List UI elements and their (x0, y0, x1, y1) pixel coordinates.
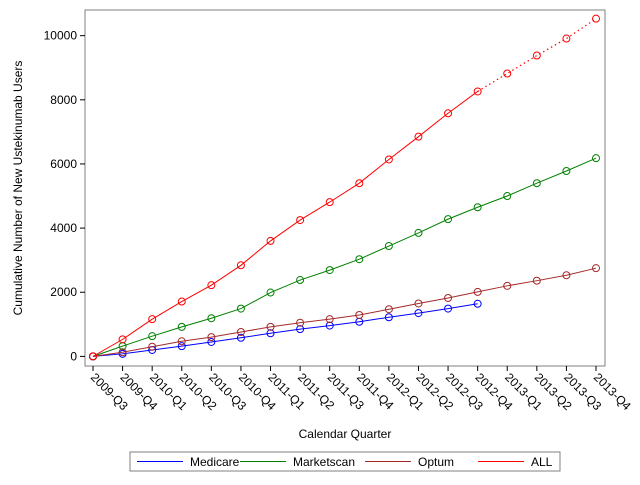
data-point (148, 332, 157, 341)
data-point (325, 198, 334, 207)
data-point (532, 276, 541, 285)
legend-box (129, 451, 561, 472)
y-tick-label: 0 (70, 349, 77, 363)
y-axis: 0 2000 4000 6000 8000 10000 (44, 29, 85, 363)
legend: Medicare Marketscan Optum ALL (129, 451, 561, 472)
data-point (207, 333, 216, 342)
data-point (355, 311, 364, 320)
data-point (118, 335, 127, 344)
data-point (177, 337, 186, 346)
data-point (473, 87, 482, 96)
data-point (503, 69, 512, 78)
data-point (592, 154, 600, 163)
series-medicare (89, 299, 482, 361)
data-point (296, 318, 305, 327)
y-tick-label: 6000 (50, 157, 77, 171)
data-point (148, 342, 157, 351)
legend-item-medicare: Medicare (137, 455, 240, 469)
series-all (89, 14, 600, 361)
data-point (207, 337, 216, 346)
data-point (444, 294, 453, 303)
series-projected-line (477, 18, 597, 92)
data-point (384, 242, 393, 251)
data-point (444, 304, 453, 313)
legend-item-all: ALL (478, 455, 553, 469)
series-line (92, 267, 597, 357)
data-point (207, 314, 216, 323)
data-point (355, 255, 364, 264)
data-point (562, 271, 571, 280)
data-point (296, 325, 305, 334)
y-tick-label: 8000 (50, 93, 77, 107)
data-point (414, 309, 423, 318)
data-point (148, 315, 157, 324)
data-point (384, 155, 393, 164)
data-point (414, 132, 423, 141)
data-point (592, 14, 600, 23)
series-line (92, 303, 478, 357)
legend-label: Marketscan (293, 455, 355, 469)
data-point (266, 322, 275, 331)
data-point (177, 297, 186, 306)
legend-label: ALL (531, 455, 553, 469)
series-optum (89, 264, 600, 361)
series-marketscan (89, 154, 600, 361)
y-tick-label: 10000 (44, 29, 78, 43)
data-point (414, 299, 423, 308)
data-point (355, 179, 364, 188)
data-point (266, 236, 275, 245)
series-line (92, 157, 597, 357)
data-point (503, 192, 512, 201)
legend-item-optum: Optum (365, 455, 454, 469)
y-tick-label: 4000 (50, 221, 77, 235)
data-point (266, 288, 275, 297)
data-point (118, 348, 127, 357)
data-point (384, 305, 393, 314)
data-point (89, 352, 97, 361)
data-point (236, 328, 245, 337)
data-point (562, 34, 571, 43)
data-point (177, 342, 186, 351)
data-point (532, 51, 541, 60)
data-point (325, 321, 334, 330)
data-point (296, 276, 305, 285)
data-point (503, 281, 512, 290)
data-point (592, 264, 600, 273)
y-axis-title: Cumulative Number of New Ustekinumab Use… (11, 61, 25, 316)
data-point (444, 215, 453, 224)
y-tick-label: 2000 (50, 285, 77, 299)
data-point (444, 109, 453, 118)
series-line (92, 91, 478, 357)
data-point (384, 313, 393, 322)
data-point (325, 266, 334, 275)
data-point (177, 322, 186, 331)
data-point (532, 179, 541, 188)
legend-label: Medicare (190, 455, 240, 469)
data-point (236, 261, 245, 270)
data-point (296, 216, 305, 225)
data-point (473, 299, 482, 308)
data-point (414, 228, 423, 237)
legend-item-marketscan: Marketscan (240, 455, 355, 469)
data-point (473, 287, 482, 296)
data-point (266, 329, 275, 338)
legend-label: Optum (418, 455, 454, 469)
data-point (562, 167, 571, 176)
plot-area-frame (84, 9, 606, 367)
series-layer (89, 14, 600, 361)
x-axis-title: Calendar Quarter (299, 427, 392, 441)
data-point (236, 304, 245, 313)
data-point (473, 203, 482, 212)
data-point (207, 281, 216, 290)
data-point (236, 333, 245, 342)
data-point (325, 315, 334, 324)
